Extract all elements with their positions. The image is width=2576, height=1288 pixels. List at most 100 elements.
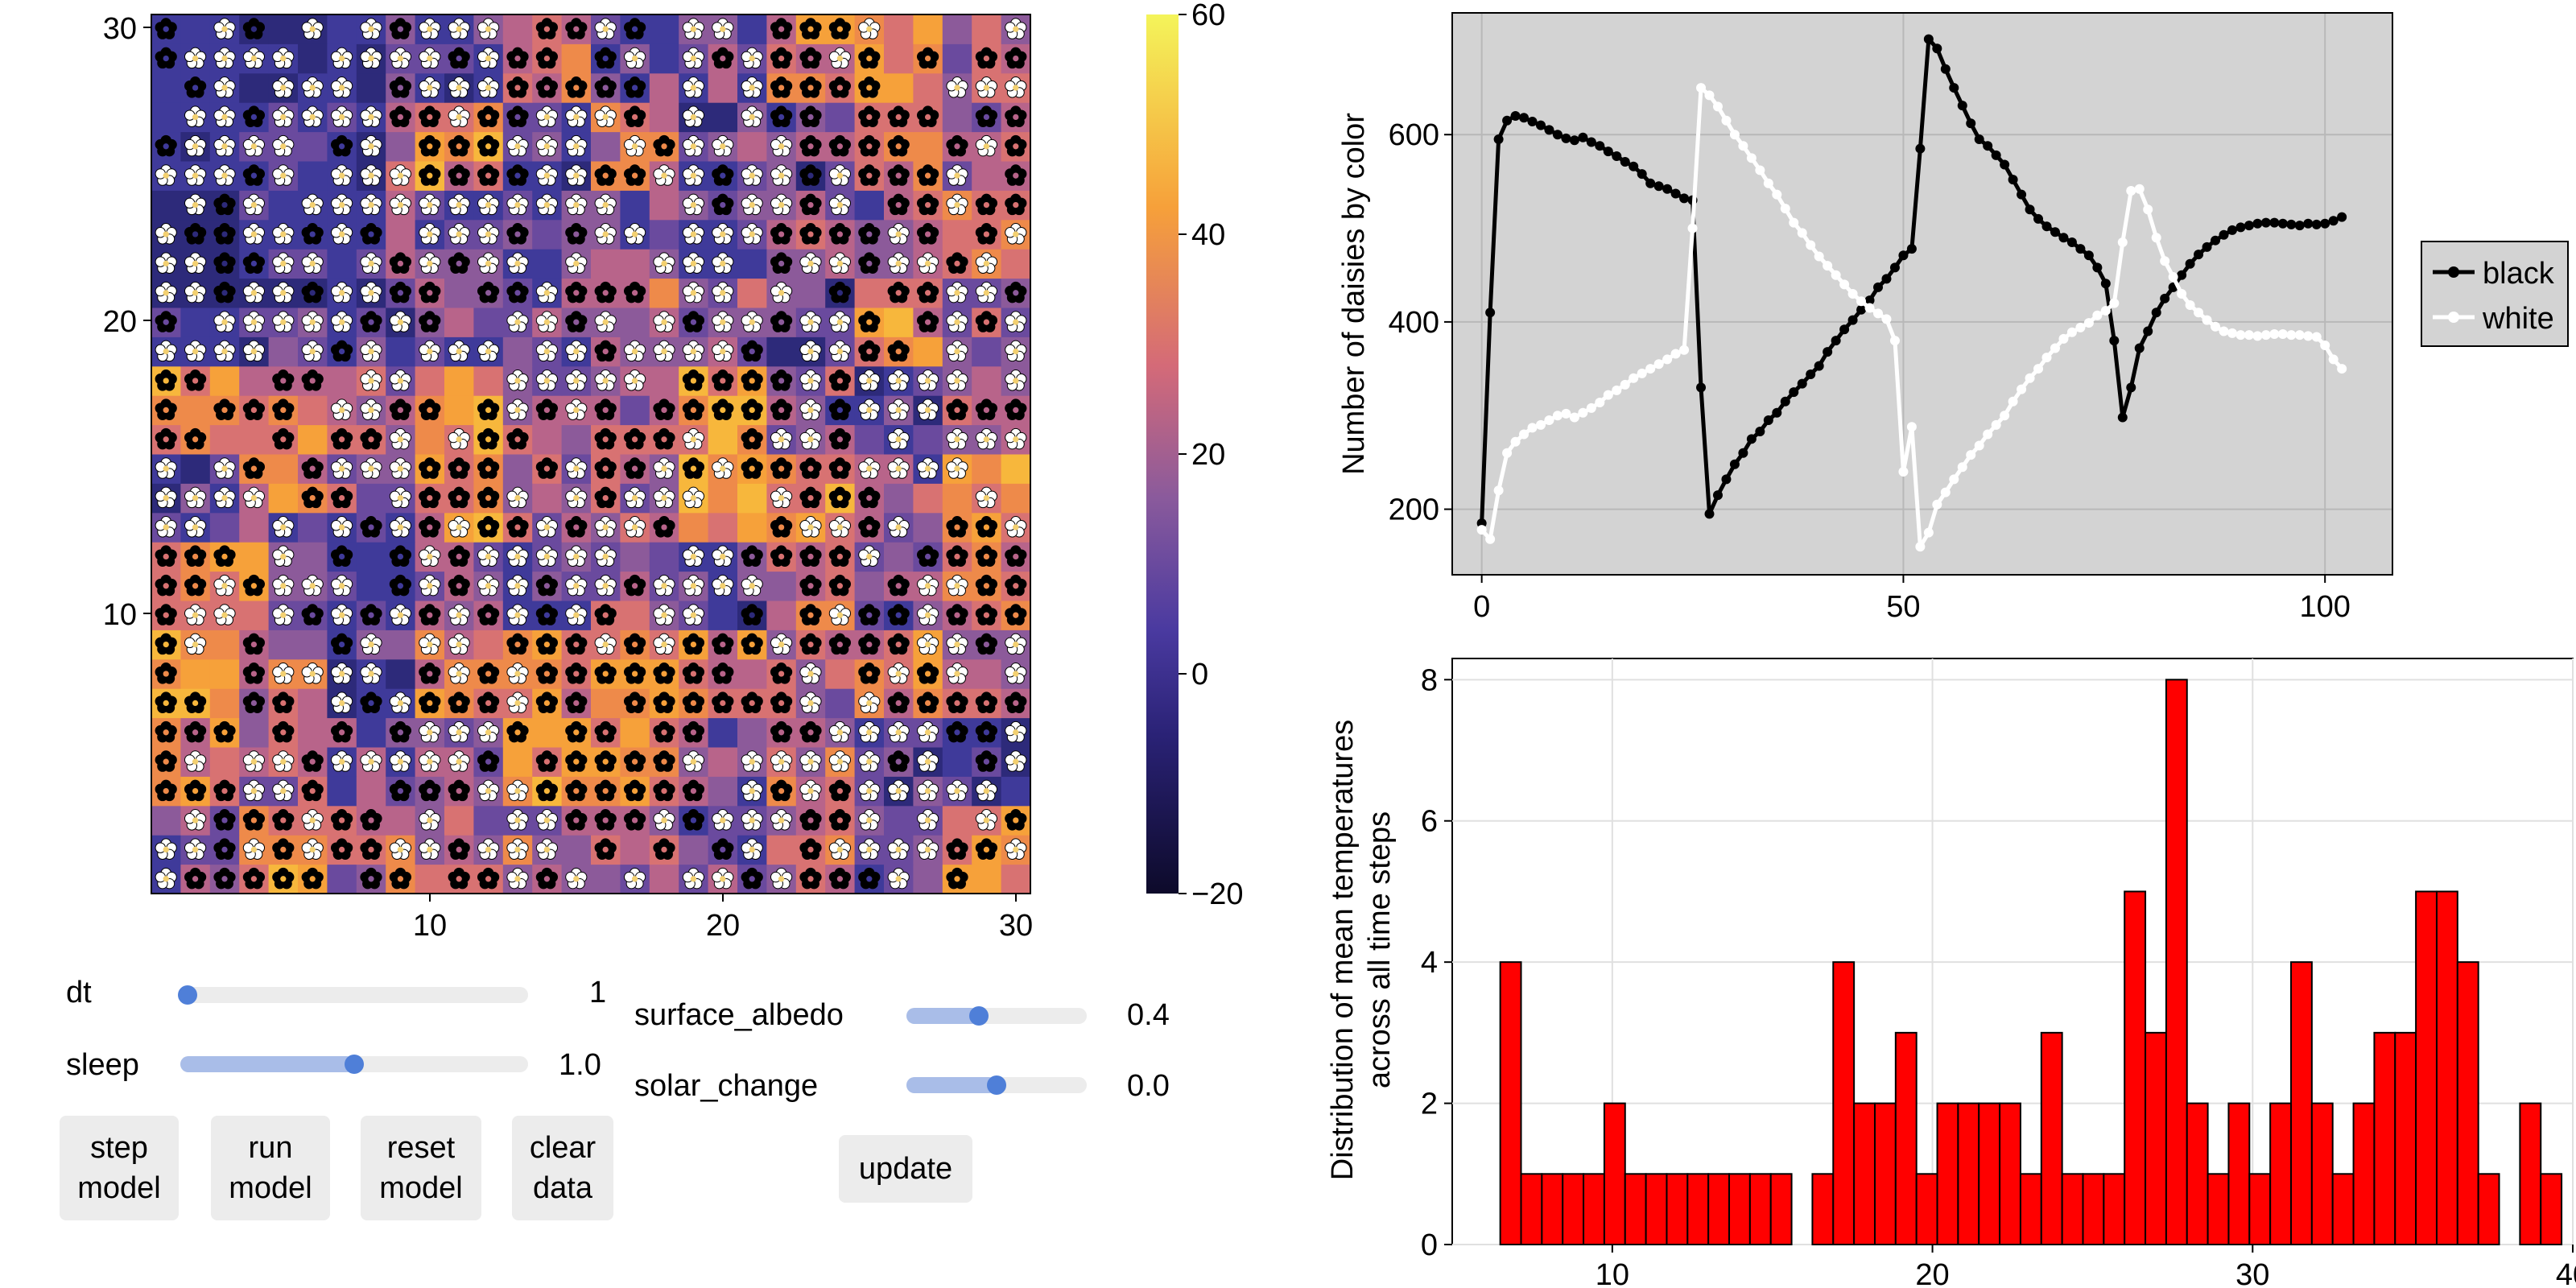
white-daisy-icon bbox=[916, 633, 939, 655]
grid-cell bbox=[737, 512, 767, 543]
grid-cell bbox=[737, 14, 767, 44]
run-model-button[interactable]: run model bbox=[211, 1116, 330, 1220]
white-daisy-icon bbox=[448, 750, 470, 772]
black-daisy-icon bbox=[535, 779, 559, 802]
series-white-point bbox=[2143, 204, 2153, 215]
histogram-bar bbox=[2352, 1102, 2376, 1245]
histogram-x-tick: 40 bbox=[2556, 1258, 2576, 1288]
white-daisy-icon bbox=[184, 809, 207, 831]
black-daisy-icon bbox=[565, 633, 588, 655]
sleep-slider[interactable] bbox=[180, 1055, 528, 1074]
solar-change-slider[interactable] bbox=[906, 1075, 1087, 1095]
series-white-point bbox=[1679, 345, 1690, 355]
histogram-y-tick: 8 bbox=[1421, 663, 1438, 697]
histogram-bar bbox=[1811, 1173, 1835, 1246]
series-white-point bbox=[1831, 270, 1841, 280]
series-white-point bbox=[2134, 184, 2145, 194]
histogram-bar bbox=[2394, 1031, 2417, 1245]
grid-cell bbox=[356, 776, 386, 807]
legend-black-label: black bbox=[2483, 257, 2555, 291]
grid-cell bbox=[854, 424, 885, 455]
black-daisy-icon bbox=[301, 750, 324, 772]
white-daisy-icon bbox=[155, 867, 177, 890]
grid-cell bbox=[386, 219, 416, 250]
series-white-point bbox=[1789, 217, 1799, 228]
white-daisy-icon bbox=[682, 545, 705, 567]
black-daisy-icon bbox=[565, 720, 588, 743]
series-black-point bbox=[1932, 43, 1942, 54]
series-black-point bbox=[1966, 118, 1976, 129]
dt-slider-knob[interactable] bbox=[177, 985, 197, 1005]
series-white-point bbox=[1966, 450, 1976, 460]
series-white-point bbox=[1906, 422, 1917, 432]
series-black-point bbox=[2235, 222, 2246, 233]
histogram-bar bbox=[2227, 1102, 2251, 1245]
grid-cell bbox=[444, 805, 474, 836]
series-white-point bbox=[1898, 467, 1909, 477]
black-daisy-icon bbox=[155, 663, 177, 684]
grid-cell bbox=[649, 278, 679, 308]
solar-change-slider-knob[interactable] bbox=[987, 1075, 1006, 1095]
series-black-point bbox=[1738, 448, 1748, 458]
histogram-x-tick: 10 bbox=[1596, 1258, 1629, 1288]
black-daisy-icon bbox=[799, 633, 822, 655]
white-daisy-icon bbox=[682, 867, 705, 890]
grid-cell bbox=[473, 308, 504, 337]
series-white-point bbox=[2066, 327, 2077, 337]
series-black-point bbox=[2320, 218, 2330, 229]
clear-data-button[interactable]: clear data bbox=[512, 1116, 613, 1220]
sleep-slider-knob[interactable] bbox=[345, 1055, 364, 1074]
series-white-point bbox=[1983, 429, 1993, 440]
grid-cell bbox=[239, 601, 270, 630]
update-button[interactable]: update bbox=[839, 1135, 972, 1203]
surface-albedo-slider-knob[interactable] bbox=[968, 1006, 989, 1026]
grid-cell bbox=[620, 601, 650, 630]
black-daisy-icon bbox=[594, 750, 617, 772]
series-white-point bbox=[2017, 384, 2027, 394]
white-daisy-icon bbox=[828, 750, 852, 772]
black-daisy-icon bbox=[155, 779, 177, 802]
white-daisy-icon bbox=[535, 809, 559, 831]
series-black-point bbox=[1561, 133, 1571, 143]
grid-cell bbox=[649, 43, 679, 74]
black-daisy-icon bbox=[799, 809, 822, 831]
series-white-point bbox=[2328, 354, 2339, 365]
black-daisy-icon bbox=[887, 691, 910, 713]
white-daisy-icon bbox=[506, 691, 529, 713]
black-daisy-icon bbox=[448, 838, 470, 860]
white-daisy-icon bbox=[419, 838, 441, 860]
black-daisy-icon bbox=[448, 574, 470, 597]
black-daisy-icon bbox=[184, 691, 207, 713]
grid-cell bbox=[737, 249, 767, 279]
histogram-bar bbox=[1499, 961, 1522, 1245]
histogram-x-tick: 20 bbox=[1915, 1258, 1949, 1288]
black-daisy-icon bbox=[565, 779, 588, 802]
grid-cell bbox=[884, 72, 914, 103]
step-model-button[interactable]: step model bbox=[60, 1116, 179, 1220]
histogram-bar bbox=[2331, 1173, 2355, 1246]
grid-cell bbox=[884, 542, 914, 572]
black-daisy-icon bbox=[155, 691, 177, 713]
white-daisy-icon bbox=[301, 809, 324, 831]
grid-cell bbox=[942, 483, 972, 514]
surface-albedo-slider[interactable] bbox=[906, 1006, 1087, 1026]
heatmap-x-tick: 10 bbox=[413, 909, 447, 943]
reset-model-button[interactable]: reset model bbox=[361, 1116, 481, 1220]
line-x-tick: 0 bbox=[1473, 590, 1490, 624]
grid-cell bbox=[268, 190, 299, 221]
black-daisy-icon bbox=[184, 779, 207, 802]
white-daisy-icon bbox=[330, 750, 353, 772]
series-white-point bbox=[1510, 436, 1521, 447]
white-daisy-icon bbox=[389, 691, 412, 713]
grid-cell bbox=[386, 131, 416, 162]
series-white-point bbox=[1746, 153, 1757, 163]
grid-cell bbox=[151, 72, 181, 103]
black-daisy-icon bbox=[330, 720, 353, 743]
white-daisy-icon bbox=[682, 604, 705, 625]
black-daisy-icon bbox=[565, 750, 588, 772]
dt-slider[interactable] bbox=[177, 985, 528, 1005]
black-daisy-icon bbox=[653, 691, 675, 713]
series-white-point bbox=[2235, 330, 2246, 341]
series-white-point bbox=[2252, 331, 2263, 341]
series-white-point bbox=[1561, 408, 1571, 419]
